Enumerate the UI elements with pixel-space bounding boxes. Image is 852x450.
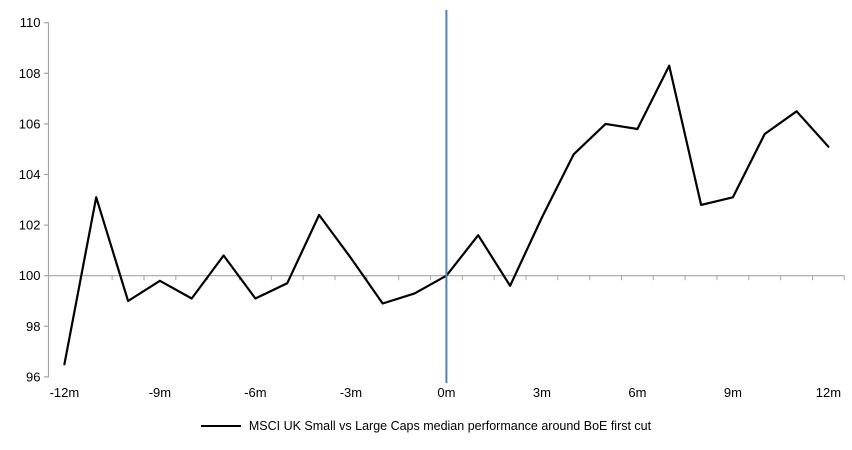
y-tick-label: 100 [19, 268, 41, 283]
x-tick-label: -6m [244, 385, 266, 400]
x-tick-label: 3m [533, 385, 551, 400]
x-tick-label: -12m [50, 385, 80, 400]
y-tick-label: 106 [19, 116, 41, 131]
x-tick-label: 12m [816, 385, 841, 400]
x-tick-label: -3m [340, 385, 362, 400]
x-tick-label: 6m [628, 385, 646, 400]
x-tick-label: 9m [724, 385, 742, 400]
x-tick-label: -9m [149, 385, 171, 400]
y-tick-label: 108 [19, 66, 41, 81]
y-tick-label: 98 [26, 319, 40, 334]
legend-label: MSCI UK Small vs Large Caps median perfo… [248, 419, 652, 433]
legend-line-marker [200, 425, 241, 427]
y-tick-label: 104 [19, 167, 41, 182]
legend: MSCI UK Small vs Large Caps median perfo… [0, 417, 852, 435]
y-tick-label: 110 [20, 15, 41, 30]
y-tick-label: 102 [19, 218, 41, 233]
y-tick-label: 96 [26, 369, 40, 384]
x-tick-label: 0m [437, 385, 455, 400]
